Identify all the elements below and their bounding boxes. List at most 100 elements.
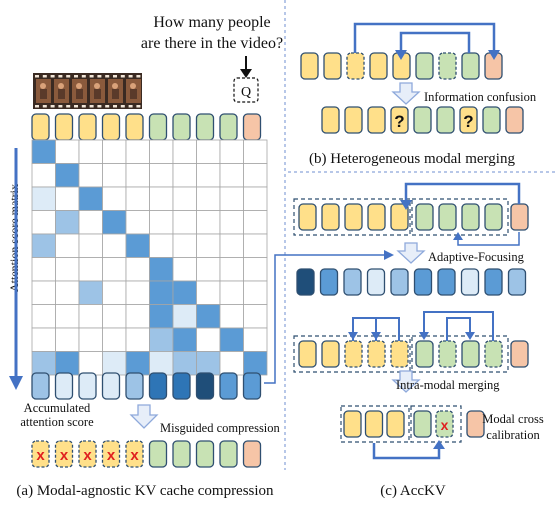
matrix-cell: [172, 351, 197, 376]
token: [367, 106, 386, 134]
accumulated-score-cell: [54, 372, 74, 400]
film-sprocket: [113, 105, 117, 108]
attention-matrix-label: Attention score matrix: [7, 184, 21, 292]
matrix-cell: [55, 139, 80, 164]
matrix-cell: [31, 304, 56, 329]
matrix-cell: [149, 351, 174, 376]
matrix-cell: [55, 351, 80, 376]
token: [367, 203, 386, 231]
matrix-cell: [102, 257, 127, 282]
token: [172, 440, 191, 468]
focused-score-cell: [366, 268, 386, 296]
film-sprocket: [120, 75, 125, 78]
matrix-cell: [31, 139, 56, 164]
film-sprocket: [35, 75, 39, 78]
token: [438, 52, 457, 80]
matrix-cell: [31, 233, 56, 258]
matrix-cell: [243, 351, 268, 376]
film-sprocket: [50, 105, 55, 108]
matrix-cell: [149, 257, 174, 282]
matrix-cell: [149, 327, 174, 352]
matrix-cell: [219, 351, 244, 376]
matrix-cell: [31, 351, 56, 376]
matrix-cell: [196, 139, 221, 164]
matrix-cell: [172, 233, 197, 258]
red-x-icon: x: [130, 447, 139, 464]
film-frame-body: [94, 89, 101, 99]
film-sprocket: [81, 105, 86, 108]
audio-waveform-icon: [145, 80, 232, 102]
film-frame-figure: [112, 83, 118, 89]
token: [369, 52, 388, 80]
matrix-cell: [102, 163, 127, 188]
evicted-token: [125, 440, 144, 468]
token: [219, 113, 238, 141]
matrix-cell: [149, 280, 174, 305]
audio-group-box: [410, 405, 462, 443]
film-sprocket: [58, 105, 63, 108]
matrix-cell: [149, 139, 174, 164]
panel-c-token-row: [293, 198, 529, 236]
panel-b-merged-row: ??: [321, 106, 524, 134]
matrix-cell: [125, 327, 150, 352]
evicted-token: [101, 440, 121, 468]
information-confusion-label: Information confusion: [424, 90, 537, 104]
token: [101, 113, 121, 141]
token: [172, 113, 191, 141]
matrix-cell: [196, 327, 221, 352]
modal-cross-label-line-1: Modal cross: [482, 412, 544, 426]
matrix-cell: [102, 233, 127, 258]
matrix-cell: [102, 280, 127, 305]
matrix-cell: [172, 304, 197, 329]
red-x-icon: x: [107, 447, 116, 464]
film-sprocket: [42, 105, 47, 108]
token: [321, 106, 340, 134]
caption-b: (b) Heterogeneous modal merging: [309, 151, 515, 167]
matrix-cell: [102, 210, 127, 235]
film-sprocket: [66, 105, 71, 108]
accumulated-score-cell: [101, 372, 121, 400]
hollow-down-arrow-icon: [391, 370, 421, 393]
misguided-compression-label: Misguided compression: [160, 421, 281, 435]
panel-b-token-row: [300, 52, 503, 80]
accumulated-score-cell: [78, 372, 97, 400]
accumulated-score-cell: [31, 372, 50, 400]
film-sprocket: [66, 75, 71, 78]
matrix-cell: [78, 304, 103, 329]
token: [242, 113, 262, 141]
token: [321, 340, 340, 368]
merge-arrow: [423, 311, 494, 341]
token: [346, 52, 365, 80]
panel-c: Adaptive-Focusing Intra-modal merging x …: [293, 182, 544, 499]
token: [367, 340, 386, 368]
film-frame-figure: [76, 83, 82, 89]
token: [148, 113, 168, 141]
accumulated-score-cell: [195, 372, 215, 400]
film-frame-body: [40, 89, 47, 99]
matrix-cell: [78, 186, 103, 211]
caption-c: (c) AccKV: [380, 483, 446, 499]
matrix-cell: [149, 233, 174, 258]
film-sprocket: [136, 105, 141, 108]
focused-score-cell: [413, 268, 433, 296]
matrix-cell: [219, 163, 244, 188]
matrix-cell: [243, 139, 268, 164]
token: [415, 203, 434, 231]
matrix-cell: [78, 327, 103, 352]
matrix-cell: [55, 210, 80, 235]
focused-score-cell: [484, 268, 503, 296]
token: [148, 440, 168, 468]
accumulated-score-cell: [242, 372, 262, 400]
matrix-cell: [196, 210, 221, 235]
matrix-cell: [125, 233, 150, 258]
question-line-2: are there in the video?: [141, 35, 283, 52]
matrix-cell: [31, 280, 56, 305]
film-sprocket: [50, 75, 55, 78]
token: [364, 410, 384, 438]
film-frame-figure: [130, 83, 136, 89]
film-sprocket: [136, 75, 141, 78]
red-x-icon: x: [83, 447, 92, 464]
token: [344, 203, 363, 231]
token: [298, 203, 317, 231]
